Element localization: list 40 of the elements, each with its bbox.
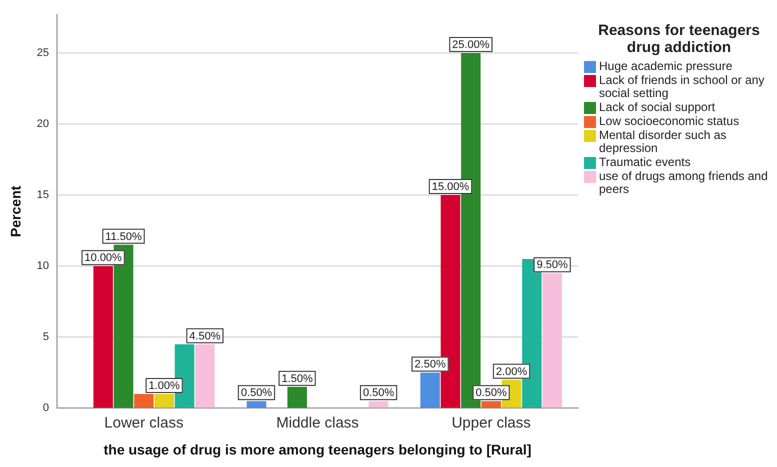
bar: [246, 401, 266, 408]
y-tick-label: 25: [36, 46, 50, 59]
legend-label: Huge academic pressure: [599, 59, 732, 73]
legend-label: Traumatic events: [599, 155, 691, 169]
bar: [154, 394, 174, 408]
legend-label: Lack of friends in school or any social setting: [599, 73, 766, 100]
data-label: 11.50%: [105, 230, 142, 243]
y-tick-label: 0: [42, 402, 50, 414]
data-label: 1.00%: [148, 380, 180, 392]
y-axis-title: Percent: [7, 185, 24, 238]
x-tick-label: Middle class: [276, 414, 359, 432]
data-label: 0.50%: [476, 387, 507, 400]
legend-label: use of drugs among friends and peers: [599, 169, 769, 196]
data-label: 10.00%: [84, 252, 122, 264]
bar: [134, 394, 154, 408]
y-tick-label: 5: [42, 331, 50, 344]
bar: [368, 401, 388, 408]
y-tick-label: 20: [36, 118, 50, 130]
legend-label: Low socioeconomic status: [599, 114, 740, 128]
data-label: 1.50%: [282, 372, 313, 385]
data-label: 4.50%: [189, 330, 221, 342]
bar: [481, 401, 501, 408]
data-label: 9.50%: [536, 259, 568, 272]
legend-title: Reasons for teenagers drug addiction: [597, 22, 761, 56]
x-tick-label: Lower class: [104, 414, 184, 432]
data-label: 2.50%: [414, 358, 446, 371]
bar: [195, 344, 215, 408]
x-tick-label: Upper class: [452, 414, 531, 432]
legend-label: Mental disorder such as depression: [599, 128, 728, 155]
data-label: 2.00%: [496, 366, 528, 378]
legend-label: Lack of social support: [599, 100, 716, 114]
bar: [93, 266, 113, 408]
data-label: 0.50%: [362, 387, 394, 400]
data-label: 0.50%: [240, 387, 272, 400]
y-tick-label: 15: [36, 189, 50, 202]
bar: [420, 372, 440, 408]
data-label: 25.00%: [452, 38, 490, 51]
data-label: 15.00%: [432, 181, 470, 194]
y-tick-label: 10: [36, 260, 50, 272]
x-axis-title: the usage of drug is more among teenagers belonging to [Rural]: [104, 441, 532, 458]
